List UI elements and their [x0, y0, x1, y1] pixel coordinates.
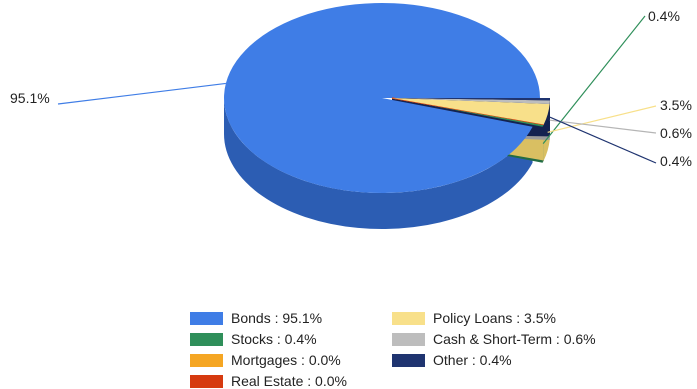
leader-line-bonds	[57, 82, 226, 105]
pie-slice-bonds	[223, 3, 540, 194]
data-label-stocks: 0.4%	[648, 8, 680, 24]
pie-slice-policy-loans	[392, 98, 550, 125]
legend-swatch-stocks	[190, 333, 223, 346]
pie-side-bonds	[224, 98, 533, 230]
data-label-bonds: 95.1%	[10, 90, 50, 106]
leader-line-policy-loans	[547, 105, 657, 133]
legend-label-real-estate: Real Estate : 0.0%	[231, 373, 347, 389]
data-label-other: 0.4%	[660, 153, 692, 169]
pie-slice-cash-and-short-term	[392, 98, 550, 104]
data-label-cash-and-short-term: 0.6%	[660, 125, 692, 141]
legend-label-mortgages: Mortgages : 0.0%	[231, 352, 341, 368]
data-labels: 95.1% 0.4% 3.5% 0.6% 0.4%	[10, 8, 692, 169]
legend-swatch-policy-loans	[392, 312, 425, 325]
leader-lines	[57, 15, 657, 164]
legend-label-bonds: Bonds : 95.1%	[231, 310, 322, 326]
legend-label-policy-loans: Policy Loans : 3.5%	[433, 310, 556, 326]
leader-line-other	[549, 116, 657, 164]
leader-line-stocks	[542, 15, 646, 145]
legend-swatch-real-estate	[190, 375, 223, 388]
legend-label-stocks: Stocks : 0.4%	[231, 331, 317, 347]
legend: Bonds : 95.1% Stocks : 0.4% Mortgages : 0.…	[190, 310, 596, 389]
legend-swatch-other	[392, 354, 425, 367]
legend-label-other: Other : 0.4%	[433, 352, 512, 368]
pie-slices	[223, 3, 550, 194]
legend-swatch-mortgages	[190, 354, 223, 367]
legend-label-cash-and-short-term: Cash & Short-Term : 0.6%	[433, 331, 596, 347]
pie-slice-other	[392, 98, 550, 101]
leader-line-cash-and-short-term	[549, 119, 657, 134]
legend-swatch-cash-and-short-term	[392, 333, 425, 346]
data-label-policy-loans: 3.5%	[660, 97, 692, 113]
legend-swatch-bonds	[190, 312, 223, 325]
